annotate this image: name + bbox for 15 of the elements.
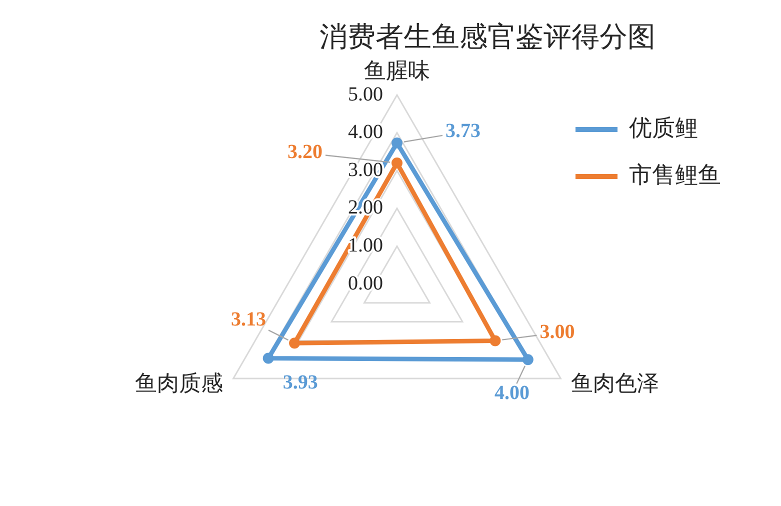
spoke-label: 鱼腥味 — [364, 58, 430, 83]
spoke-label: 鱼肉质感 — [134, 370, 223, 396]
data-label: 3.93 — [282, 371, 318, 394]
legend-label: 优质鲤 — [629, 116, 698, 141]
data-label: 3.13 — [231, 308, 266, 330]
data-label: 3.20 — [288, 141, 322, 164]
data-label: 3.73 — [446, 120, 480, 142]
y-tick-label: 4.00 — [348, 121, 383, 144]
y-tick-label: 5.00 — [348, 83, 383, 106]
chart-title: 消费者生鱼感官鉴评得分图 — [320, 22, 656, 54]
legend-label: 市售鲤鱼 — [629, 162, 721, 188]
data-label: 4.00 — [494, 382, 530, 404]
y-tick-label: 0.00 — [348, 272, 383, 294]
data-label: 3.00 — [540, 320, 575, 343]
spoke-label: 鱼肉色泽 — [571, 370, 660, 396]
